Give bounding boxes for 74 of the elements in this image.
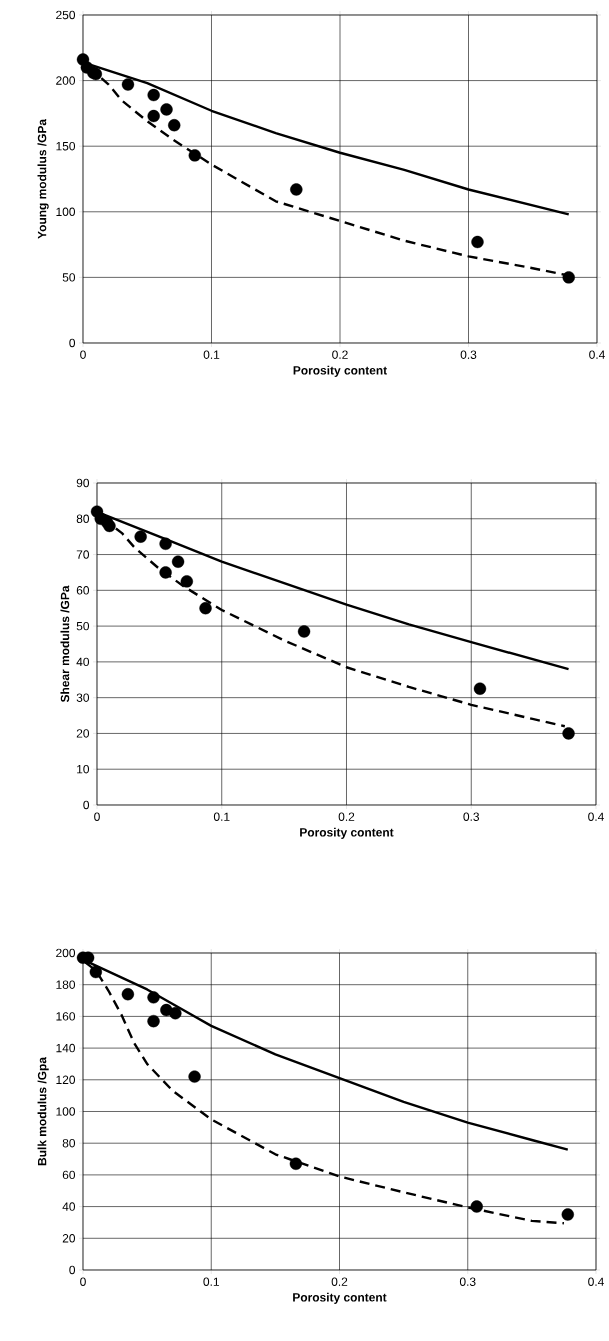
point [562,727,575,740]
x-axis-title: Porosity content [300,827,394,839]
point [290,183,303,196]
point [147,109,161,123]
point [172,555,185,568]
point [298,625,311,638]
point [188,149,202,162]
y-tick-label: 0 [83,800,90,810]
y-tick-label: 50 [62,273,76,282]
x-tick-label: 0.2 [332,350,348,359]
point [147,1014,160,1028]
y-tick-label: 80 [62,1138,76,1148]
point [134,530,148,543]
y-axis-title: Young modulus /GPa [37,118,49,239]
point [89,965,103,979]
y-axis-title: Bulk modulus /Gpa [37,1056,49,1166]
point [159,537,172,550]
point [473,682,487,695]
point [471,235,484,249]
x-tick-label: 0.3 [460,350,477,359]
x-axis-title: Porosity content [293,365,388,377]
point [103,519,116,533]
y-tick-label: 30 [76,693,90,702]
y-tick-label: 50 [76,621,90,631]
x-tick-label: 0.1 [214,812,230,821]
y-tick-label: 200 [56,76,76,85]
y-tick-label: 70 [76,550,90,559]
y-tick-label: 60 [76,586,90,595]
y-tick-label: 0 [69,338,76,348]
point [121,78,135,91]
point [169,1007,182,1020]
y-tick-label: 100 [56,1107,76,1116]
y-tick-label: 200 [56,948,76,958]
x-tick-label: 0.2 [331,1277,348,1286]
y-tick-label: 40 [62,1202,76,1211]
point [562,271,576,284]
y-tick-label: 40 [76,657,90,667]
x-tick-label: 0.1 [203,350,220,359]
y-tick-label: 150 [56,141,76,151]
y-tick-label: 180 [56,980,76,989]
point [168,119,181,132]
point [160,103,173,116]
point [121,988,135,1001]
x-tick-label: 0 [94,812,101,821]
y-tick-label: 20 [62,1234,76,1243]
y-tick-label: 100 [56,207,76,217]
x-axis-title: Porosity content [293,1292,387,1304]
point [188,1070,201,1083]
y-axis-title: Shear modulus /GPa [60,585,70,703]
y-tick-label: 140 [56,1043,76,1053]
y-tick-label: 120 [56,1075,76,1085]
y-tick-label: 10 [77,764,90,774]
y-tick-label: 160 [56,1012,76,1021]
x-tick-label: 0.3 [460,1277,476,1286]
point [561,1208,575,1221]
point [147,991,160,1004]
x-tick-label: 0.1 [203,1277,220,1286]
point [180,575,194,588]
point [199,602,212,615]
point [470,1200,484,1213]
x-tick-label: 0.3 [463,812,480,821]
y-tick-label: 60 [62,1170,76,1180]
y-tick-label: 80 [76,514,90,523]
x-tick-label: 0.4 [589,350,606,359]
x-tick-label: 0.4 [588,812,605,821]
x-tick-label: 0.2 [338,812,355,821]
y-tick-label: 0 [69,1265,76,1275]
point [159,566,172,579]
x-tick-label: 0.4 [588,1277,605,1286]
y-tick-label: 250 [56,10,76,20]
point [289,1157,303,1170]
y-tick-label: 20 [76,729,90,738]
y-tick-label: 90 [76,478,90,488]
point [147,88,161,102]
